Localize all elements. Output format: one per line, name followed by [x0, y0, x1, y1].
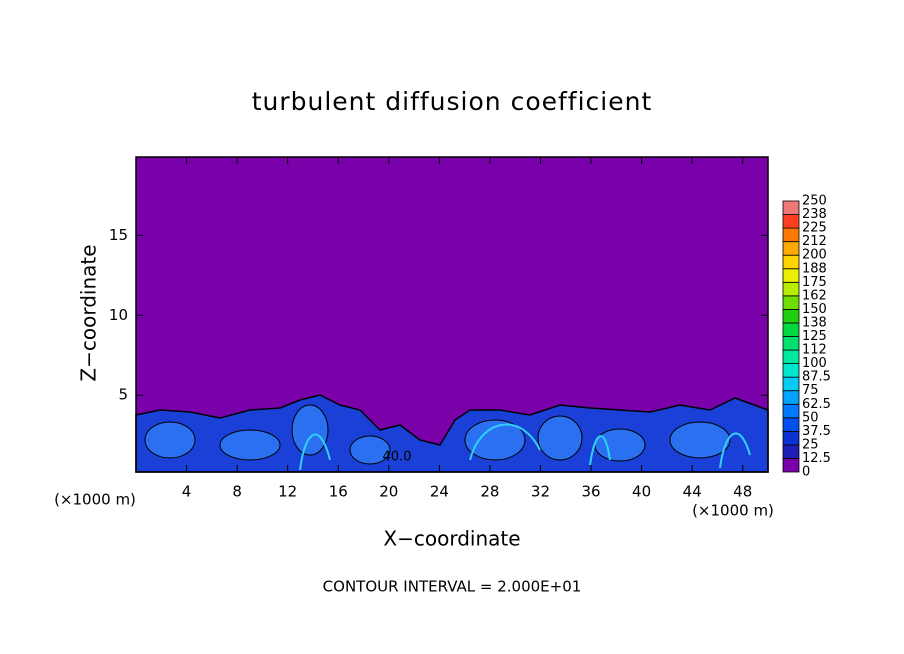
x-tick-label: 20	[379, 483, 398, 501]
colorbar-cell	[782, 376, 800, 392]
colorbar-cell	[782, 281, 800, 297]
y-tick-label: 15	[109, 226, 128, 244]
contour-label: 40.0	[383, 450, 412, 465]
colorbar-cell	[782, 322, 800, 337]
x-tick-label: 12	[278, 483, 297, 501]
colorbar-cell	[782, 349, 800, 364]
colorbar-label: 175	[802, 275, 827, 290]
eddy	[464, 419, 526, 461]
colorbar-cell	[782, 268, 800, 283]
y-axis-label: Z−coordinate	[77, 244, 101, 381]
colorbar-label: 100	[802, 356, 827, 371]
eddy-edge	[589, 435, 611, 466]
x-tick-label: 44	[683, 483, 702, 501]
colorbar-label: 0	[802, 465, 810, 480]
x-tick-label: 28	[480, 483, 499, 501]
plot-frame	[135, 156, 769, 473]
eddy-edge	[719, 432, 751, 469]
eddy-edge	[469, 423, 541, 461]
colorbar-label: 200	[802, 248, 827, 263]
x-tick-label: 24	[430, 483, 449, 501]
colorbar-cell	[782, 336, 800, 351]
chart-title: turbulent diffusion coefficient	[252, 87, 653, 116]
colorbar-label: 12.5	[802, 451, 831, 466]
x-tick-label: 40	[632, 483, 651, 501]
x-unit-label: (×1000 m)	[692, 502, 774, 520]
colorbar-cell	[782, 363, 800, 378]
colorbar-label: 125	[802, 329, 827, 344]
y-tick-label: 5	[118, 386, 128, 404]
colorbar-label: 138	[802, 315, 827, 330]
x-tick-label: 16	[329, 483, 348, 501]
y-tick-label: 10	[109, 306, 128, 324]
colorbar-label: 25	[802, 437, 819, 452]
colorbar-cell	[782, 254, 800, 270]
colorbar-label: 87.5	[802, 370, 831, 385]
eddy	[144, 421, 196, 459]
x-tick-label: 8	[232, 483, 242, 501]
x-tick-label: 48	[733, 483, 752, 501]
x-axis-label: X−coordinate	[383, 527, 520, 551]
eddy	[594, 428, 646, 462]
colorbar-cell	[782, 241, 800, 256]
colorbar-label: 188	[802, 261, 827, 276]
colorbar-cell	[782, 403, 800, 419]
eddy-edge	[299, 433, 331, 471]
turbulent-layer	[135, 394, 769, 473]
colorbar-label: 238	[802, 207, 827, 222]
colorbar-cell	[782, 458, 800, 473]
x-tick-label: 4	[182, 483, 192, 501]
x-unit-label: (×1000 m)	[54, 491, 136, 509]
colorbar-cell	[782, 308, 800, 324]
colorbar-label: 75	[802, 383, 819, 398]
colorbar-label: 50	[802, 410, 819, 425]
colorbar-cell	[782, 200, 800, 215]
colorbar-cell	[782, 417, 800, 432]
eddy	[291, 404, 329, 456]
contour-interval-note: CONTOUR INTERVAL = 2.000E+01	[323, 578, 582, 596]
colorbar-label: 225	[802, 221, 827, 236]
eddy	[669, 421, 731, 459]
colorbar-label: 62.5	[802, 397, 831, 412]
eddy	[349, 435, 391, 465]
colorbar-cell	[782, 444, 800, 459]
colorbar-label: 112	[802, 343, 827, 358]
colorbar-cell	[782, 390, 800, 405]
colorbar-cell	[782, 430, 800, 446]
colorbar-cell	[782, 295, 800, 310]
colorbar-label: 250	[802, 194, 827, 209]
eddy	[537, 415, 583, 461]
colorbar-label: 37.5	[802, 424, 831, 439]
eddy	[219, 429, 281, 461]
x-tick-label: 32	[531, 483, 550, 501]
colorbar-label: 212	[802, 234, 827, 249]
colorbar-label: 150	[802, 302, 827, 317]
colorbar-cell	[782, 227, 800, 243]
colorbar-cell	[782, 214, 800, 229]
colorbar-label: 162	[802, 288, 827, 303]
x-tick-label: 36	[581, 483, 600, 501]
